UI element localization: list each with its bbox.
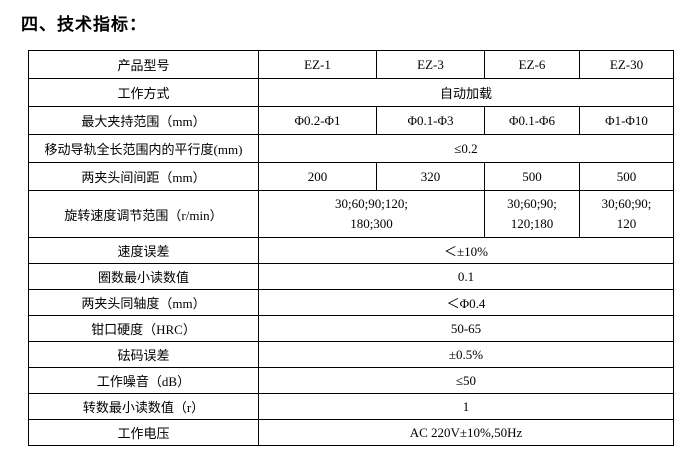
table-row-weight-error: 砝码误差 ±0.5% [28,341,674,368]
cell-working-voltage: AC 220V±10%,50Hz [258,419,674,446]
row-label-speed-error: 速度误差 [28,237,259,264]
speed-line: 30;60;90; [507,196,557,211]
row-label-clamp-range: 最大夹持范围（mm） [28,106,259,135]
row-label-working-mode: 工作方式 [28,78,259,107]
cell-clamp-distance-ez3: 320 [376,162,485,191]
cell-parallelism: ≤0.2 [258,134,674,163]
table-row-clamp-range: 最大夹持范围（mm） Φ0.2-Φ1 Φ0.1-Φ3 Φ0.1-Φ6 Φ1-Φ1… [28,106,674,135]
table-row-speed-error: 速度误差 ＜±10% [28,237,674,264]
cell-speed-ez6: 30;60;90; 120;180 [484,190,580,238]
cell-clamp-distance-ez1: 200 [258,162,377,191]
row-label-coaxiality: 两夹头同轴度（mm） [28,289,259,316]
cell-speed-ez1-ez3: 30;60;90;120; 180;300 [258,190,485,238]
cell-speed-error: ＜±10% [258,237,674,264]
cell-model-ez1: EZ-1 [258,50,377,79]
cell-model-ez6: EZ-6 [484,50,580,79]
row-label-rev-min-reading: 转数最小读数值（r） [28,393,259,420]
section-title: 四、技术指标： [21,15,147,34]
cell-turns-min-reading: 0.1 [258,263,674,290]
row-label-parallelism: 移动导轨全长范围内的平行度(mm) [28,134,259,163]
speed-line: 120;180 [510,216,554,231]
table-row-clamp-distance: 两夹头间间距（mm） 200 320 500 500 [28,162,674,191]
table-row-product-model: 产品型号 EZ-1 EZ-3 EZ-6 EZ-30 [28,50,674,79]
spec-table: 产品型号 EZ-1 EZ-3 EZ-6 EZ-30 工作方式 自动加载 最大夹持… [28,50,674,446]
table-row-jaw-hardness: 钳口硬度（HRC） 50-65 [28,315,674,342]
speed-line: 30;60;90; [601,196,652,211]
row-label-working-voltage: 工作电压 [28,419,259,446]
table-row-speed-range: 旋转速度调节范围（r/min） 30;60;90;120; 180;300 30… [28,190,674,238]
table-row-working-voltage: 工作电压 AC 220V±10%,50Hz [28,419,674,446]
row-label-working-noise: 工作噪音（dB） [28,367,259,394]
row-label-jaw-hardness: 钳口硬度（HRC） [28,315,259,342]
cell-clamp-distance-ez30: 500 [579,162,674,191]
cell-clamp-range-ez30: Φ1-Φ10 [579,106,674,135]
speed-line: 120 [616,216,637,231]
table-row-parallelism: 移动导轨全长范围内的平行度(mm) ≤0.2 [28,134,674,163]
cell-working-noise: ≤50 [258,367,674,394]
row-label-product-model: 产品型号 [28,50,259,79]
cell-clamp-range-ez6: Φ0.1-Φ6 [484,106,580,135]
cell-jaw-hardness: 50-65 [258,315,674,342]
cell-rev-min-reading: 1 [258,393,674,420]
cell-weight-error: ±0.5% [258,341,674,368]
cell-clamp-distance-ez6: 500 [484,162,580,191]
speed-line: 180;300 [350,216,393,231]
row-label-clamp-distance: 两夹头间间距（mm） [28,162,259,191]
table-row-turns-min-reading: 圈数最小读数值 0.1 [28,263,674,290]
row-label-turns-min-reading: 圈数最小读数值 [28,263,259,290]
row-label-weight-error: 砝码误差 [28,341,259,368]
cell-coaxiality: ＜Φ0.4 [258,289,674,316]
table-row-rev-min-reading: 转数最小读数值（r） 1 [28,393,674,420]
cell-speed-ez30: 30;60;90; 120 [579,190,674,238]
cell-model-ez3: EZ-3 [376,50,485,79]
table-row-coaxiality: 两夹头同轴度（mm） ＜Φ0.4 [28,289,674,316]
speed-line: 30;60;90;120; [335,196,408,211]
cell-working-mode: 自动加载 [258,78,674,107]
cell-model-ez30: EZ-30 [579,50,674,79]
cell-clamp-range-ez3: Φ0.1-Φ3 [376,106,485,135]
cell-clamp-range-ez1: Φ0.2-Φ1 [258,106,377,135]
row-label-speed-range: 旋转速度调节范围（r/min） [28,190,259,238]
table-row-working-noise: 工作噪音（dB） ≤50 [28,367,674,394]
table-row-working-mode: 工作方式 自动加载 [28,78,674,107]
